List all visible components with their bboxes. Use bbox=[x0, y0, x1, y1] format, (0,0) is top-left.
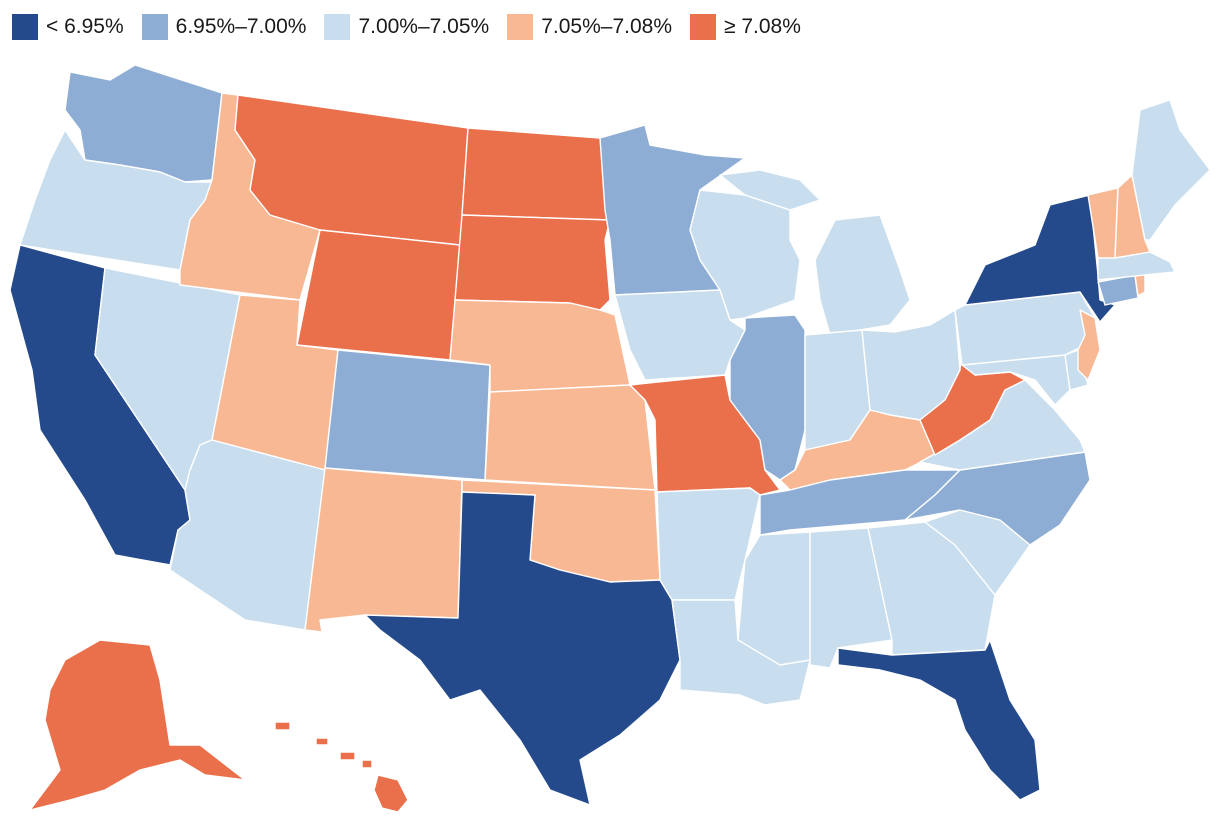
legend-item-695-700: 6.95%–7.00% bbox=[141, 14, 307, 40]
state-florida[interactable] bbox=[837, 639, 1041, 801]
state-new-mexico[interactable] bbox=[304, 467, 463, 633]
state-kansas[interactable] bbox=[484, 384, 656, 491]
legend-swatch bbox=[324, 14, 351, 40]
state-arizona[interactable] bbox=[169, 439, 326, 631]
state-wyoming[interactable] bbox=[296, 229, 461, 361]
legend-item-lt-695: < 6.95% bbox=[12, 14, 124, 40]
state-texas[interactable] bbox=[364, 491, 681, 806]
state-north-carolina[interactable] bbox=[904, 451, 1091, 546]
legend-swatch bbox=[12, 14, 38, 40]
state-colorado[interactable] bbox=[324, 349, 491, 481]
legend-label: 7.05%–7.08% bbox=[541, 15, 672, 38]
legend-label: < 6.95% bbox=[46, 15, 124, 38]
state-delaware[interactable] bbox=[1064, 349, 1089, 391]
legend-label: 6.95%–7.00% bbox=[175, 15, 307, 38]
legend-item-705-708: 7.05%–7.08% bbox=[507, 14, 672, 40]
state-hawaii-islands[interactable] bbox=[274, 721, 373, 769]
state-west-virginia[interactable] bbox=[919, 349, 1026, 456]
state-louisiana[interactable] bbox=[671, 599, 811, 706]
state-alaska[interactable] bbox=[29, 639, 246, 811]
legend-swatch bbox=[141, 14, 168, 40]
legend-label: ≥ 7.08% bbox=[724, 15, 801, 38]
state-mississippi[interactable] bbox=[737, 531, 811, 666]
state-hawaii-big-island[interactable] bbox=[373, 774, 409, 813]
state-maine[interactable] bbox=[1131, 99, 1211, 241]
state-new-jersey[interactable] bbox=[1077, 309, 1101, 381]
legend: < 6.95% 6.95%–7.00% 7.00%–7.05% 7.05%–7.… bbox=[12, 14, 801, 40]
legend-swatch bbox=[690, 14, 716, 40]
state-michigan[interactable] bbox=[719, 169, 911, 336]
legend-label: 7.00%–7.05% bbox=[358, 15, 490, 38]
state-south-dakota[interactable] bbox=[454, 214, 611, 311]
state-arkansas[interactable] bbox=[656, 487, 761, 601]
legend-swatch bbox=[507, 14, 534, 40]
state-new-hampshire[interactable] bbox=[1114, 174, 1151, 259]
state-north-dakota[interactable] bbox=[461, 127, 611, 221]
state-illinois[interactable] bbox=[729, 314, 806, 481]
state-missouri[interactable] bbox=[629, 374, 781, 496]
legend-item-700-705: 7.00%–7.05% bbox=[324, 14, 489, 40]
legend-item-ge-708: ≥ 7.08% bbox=[690, 14, 801, 40]
